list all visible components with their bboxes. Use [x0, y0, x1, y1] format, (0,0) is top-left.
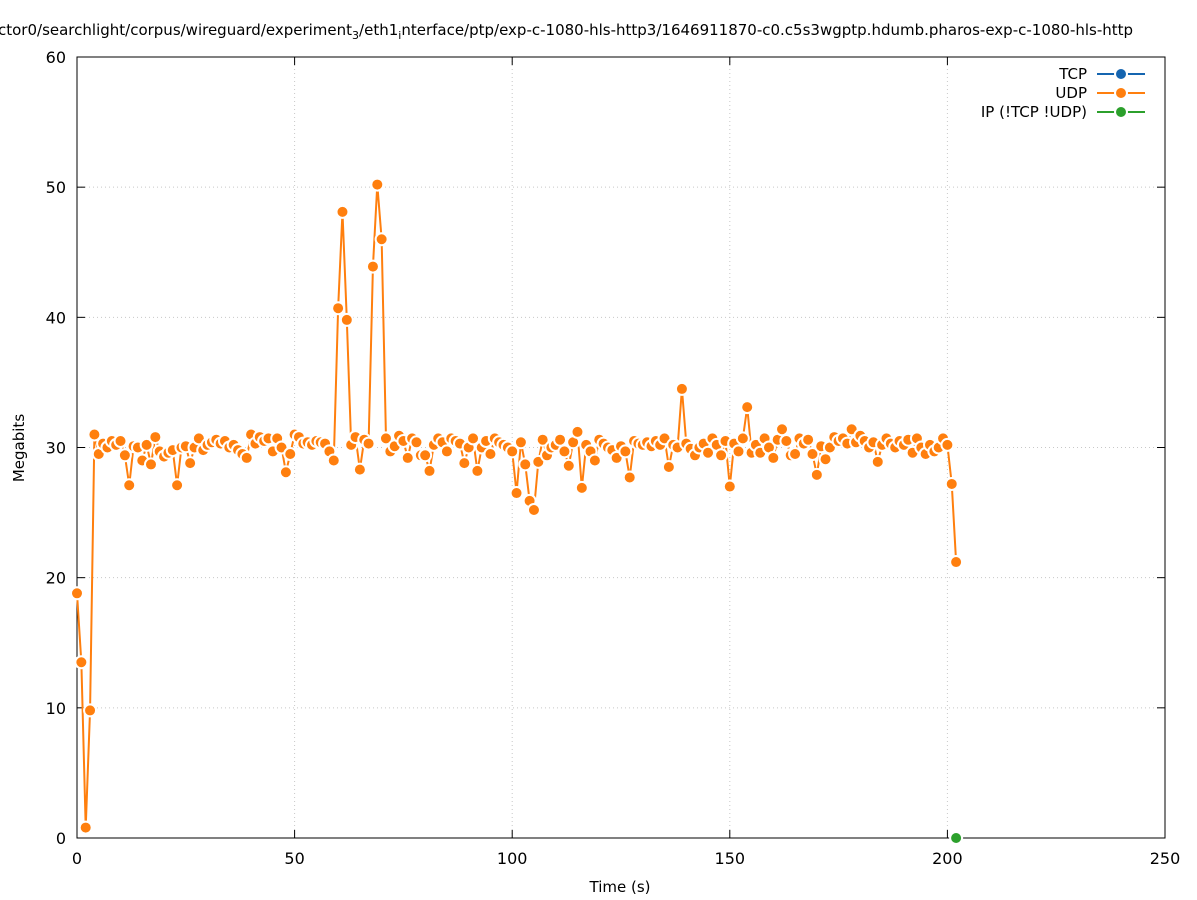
title-subscript: i — [398, 29, 401, 42]
data-point — [339, 312, 354, 327]
data-point — [170, 478, 185, 493]
data-point — [365, 259, 380, 274]
data-point — [735, 431, 750, 446]
data-point — [361, 436, 376, 451]
plot-border — [76, 56, 1166, 839]
data-point — [422, 463, 437, 478]
title-part: ctor0/searchlight/corpus/wireguard/exper… — [0, 21, 352, 39]
title-subscript: 3 — [352, 29, 359, 42]
data-point — [87, 427, 102, 442]
data-point — [139, 437, 154, 452]
data-point — [148, 430, 163, 445]
data-point — [283, 447, 298, 462]
data-point — [418, 448, 433, 463]
data-point — [535, 432, 550, 447]
data-point — [587, 453, 602, 468]
chart-title: ctor0/searchlight/corpus/wireguard/exper… — [0, 21, 1133, 42]
data-point — [722, 479, 737, 494]
x-tick-label: 200 — [932, 849, 963, 868]
x-tick-label: 150 — [715, 849, 746, 868]
data-point — [518, 457, 533, 472]
data-point — [470, 463, 485, 478]
y-tick-label: 50 — [46, 178, 66, 197]
data-point — [326, 453, 341, 468]
legend-label: IP (!TCP !UDP) — [981, 103, 1087, 121]
data-point — [74, 655, 89, 670]
data-point — [731, 444, 746, 459]
x-axis-label: Time (s) — [589, 878, 651, 896]
data-point — [70, 586, 84, 601]
data-point — [818, 452, 833, 467]
y-tick-label: 20 — [46, 569, 66, 588]
data-point — [801, 432, 816, 447]
data-point — [570, 424, 585, 439]
x-tick-label: 250 — [1150, 849, 1181, 868]
data-point — [143, 457, 158, 472]
y-axis-label: Megabits — [10, 414, 28, 482]
data-point — [513, 435, 528, 450]
data-point — [870, 454, 885, 469]
data-point — [505, 444, 520, 459]
data-point — [378, 431, 393, 446]
data-point — [714, 448, 729, 463]
data-point — [740, 400, 755, 415]
data-point — [661, 460, 676, 475]
data-point — [400, 450, 415, 465]
data-point — [618, 444, 633, 459]
data-point — [805, 447, 820, 462]
data-point — [374, 232, 389, 247]
data-point — [278, 465, 293, 480]
data-point — [331, 301, 346, 316]
data-point — [78, 820, 93, 835]
data-point — [509, 486, 524, 501]
data-point — [766, 450, 781, 465]
y-tick-label: 40 — [46, 308, 66, 327]
x-tick-label: 50 — [284, 849, 304, 868]
data-point — [183, 456, 198, 471]
data-point — [117, 448, 132, 463]
legend-label: TCP — [1058, 65, 1087, 83]
data-point — [113, 433, 128, 448]
data-point — [809, 467, 824, 482]
title-part: /eth1 — [359, 21, 398, 39]
data-point — [239, 450, 254, 465]
data-point — [483, 447, 498, 462]
data-point — [526, 502, 541, 517]
y-tick-label: 10 — [46, 699, 66, 718]
y-tick-label: 0 — [56, 829, 66, 848]
data-point — [370, 177, 385, 192]
x-tick-label: 100 — [497, 849, 528, 868]
data-point — [409, 435, 424, 450]
legend-marker — [1114, 86, 1128, 100]
data-point — [561, 458, 576, 473]
legend-label: UDP — [1055, 84, 1087, 102]
data-point — [352, 462, 367, 477]
y-tick-label: 30 — [46, 439, 66, 458]
data-point — [457, 456, 472, 471]
x-tick-label: 0 — [72, 849, 82, 868]
data-point — [788, 447, 803, 462]
data-point — [466, 431, 481, 446]
legend-marker — [1114, 105, 1128, 119]
data-point — [775, 422, 790, 437]
data-point — [335, 204, 350, 219]
data-point — [557, 444, 572, 459]
data-point — [940, 437, 955, 452]
legend-marker — [1114, 67, 1128, 81]
data-point — [944, 476, 959, 491]
data-point — [949, 555, 964, 570]
data-point — [701, 445, 716, 460]
data-point — [83, 703, 98, 718]
data-point — [122, 478, 137, 493]
data-point — [622, 470, 637, 485]
title-part: nterface/ptp/exp-c-1080-hls-http3/164691… — [401, 21, 1133, 39]
data-point — [553, 432, 568, 447]
data-point — [949, 831, 964, 845]
data-point — [574, 480, 589, 495]
y-tick-label: 60 — [46, 48, 66, 67]
data-point — [779, 433, 794, 448]
data-point — [674, 381, 689, 396]
data-point — [439, 444, 454, 459]
